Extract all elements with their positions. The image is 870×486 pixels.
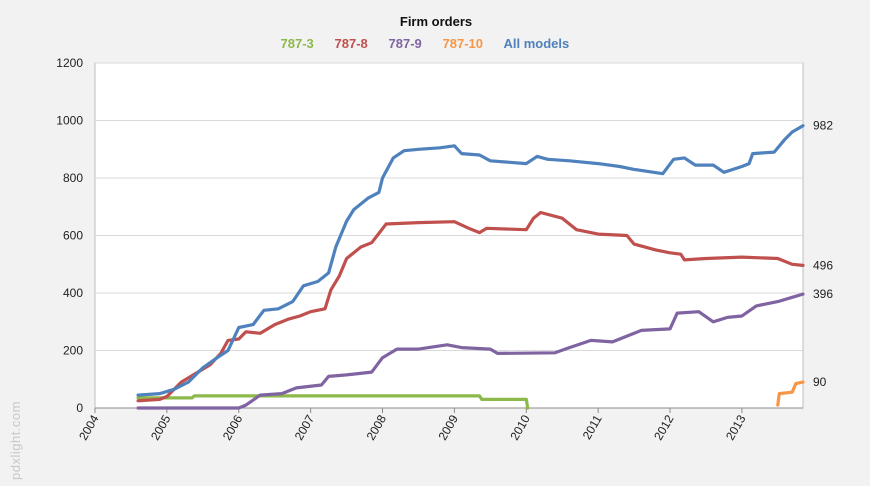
end-labels: 982 496 396 90	[813, 119, 833, 389]
end-label: 982	[813, 119, 833, 133]
x-tick-label: 2008	[364, 412, 390, 442]
series-line-787-9	[136, 292, 805, 410]
x-tick-label: 2011	[580, 412, 605, 442]
x-tick-label: 2009	[436, 412, 462, 442]
gridlines	[95, 62, 803, 351]
x-tick-label: 2007	[292, 412, 318, 442]
series-line-all-models	[136, 124, 805, 397]
series-line-787-8	[136, 210, 805, 403]
series-lines	[136, 124, 805, 410]
y-tick-label: 800	[63, 171, 83, 185]
legend-item: 787-9	[389, 36, 422, 51]
x-tick-label: 2005	[148, 412, 174, 442]
watermark: pdxlight.com	[8, 401, 23, 480]
y-tick-label: 1000	[56, 114, 83, 128]
y-tick-label: 1200	[56, 56, 83, 70]
legend-item: 787-8	[335, 36, 368, 51]
x-tick-label: 2004	[76, 412, 102, 442]
y-tick-label: 200	[63, 344, 83, 358]
legend-item: All models	[504, 36, 570, 51]
end-label: 90	[813, 375, 827, 389]
end-label: 396	[813, 287, 833, 301]
series-line-787-3	[136, 394, 530, 410]
x-tick-label: 2010	[507, 412, 533, 442]
x-tick-label: 2006	[220, 412, 246, 442]
y-tick-label: 400	[63, 286, 83, 300]
y-tick-label: 0	[76, 401, 83, 415]
x-tick-label: 2013	[723, 412, 749, 442]
y-axis: 0 200 400 600 800 1000 1200	[56, 56, 803, 415]
chart-legend: 787-3 787-8 787-9 787-10 All models	[281, 36, 570, 51]
x-tick-label: 2012	[651, 412, 677, 442]
legend-item: 787-3	[281, 36, 314, 51]
y-tick-label: 600	[63, 229, 83, 243]
legend-item: 787-10	[443, 36, 483, 51]
x-axis: 2004 2005 2006 2007 2008 2009 2010 2011 2012 2013	[76, 408, 749, 443]
chart-title: Firm orders	[400, 14, 472, 29]
end-label: 496	[813, 258, 833, 272]
series-line-787-10	[776, 380, 805, 407]
